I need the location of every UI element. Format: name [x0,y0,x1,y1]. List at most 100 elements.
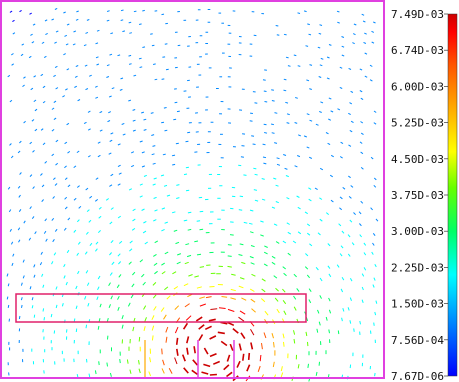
field-arrow [185,189,190,192]
field-arrow [120,77,124,80]
field-arrow [196,286,202,289]
field-arrow [175,142,179,145]
field-arrow [370,207,373,211]
field-arrow [67,150,71,154]
field-arrow [282,300,287,305]
field-arrow [184,303,190,308]
field-arrow [212,360,221,365]
field-arrow [143,174,147,177]
field-arrow [226,371,233,378]
field-arrow [142,281,146,286]
field-arrow [67,217,71,221]
field-arrow [29,12,32,15]
field-arrow [263,263,268,267]
field-arrow [120,19,124,21]
field-arrow [283,154,287,156]
field-arrow [33,264,36,268]
field-arrow [63,263,66,268]
field-arrow [276,157,280,160]
field-arrow [45,238,48,242]
field-arrow [183,173,188,176]
field-arrow [275,25,279,27]
field-arrow [120,9,124,12]
field-arrow [325,212,330,215]
field-arrow [61,303,64,307]
field-arrow [9,228,12,232]
field-arrow [282,240,287,244]
field-arrow [74,85,78,88]
field-arrow [94,199,99,202]
field-arrow [283,78,287,81]
field-arrow [77,99,81,102]
field-arrow [54,65,58,69]
field-arrow [252,143,256,145]
field-arrow [149,357,152,363]
field-arrow [263,251,268,255]
field-arrow [148,371,152,377]
field-arrow [161,207,166,210]
field-arrow [18,194,21,198]
field-arrow [274,142,278,144]
field-arrow [359,90,363,93]
field-arrow [41,41,45,44]
field-arrow [297,155,301,158]
field-arrow [30,33,33,36]
field-arrow [261,278,266,282]
field-arrow [109,252,112,256]
field-arrow [308,156,313,159]
field-arrow [153,306,157,311]
field-arrow [44,161,48,164]
field-arrow [341,45,345,48]
field-arrow [130,151,135,154]
field-arrow [360,200,364,204]
field-arrow [296,288,300,292]
field-arrow [336,10,340,13]
field-arrow [161,271,166,275]
field-arrow [66,122,70,126]
field-arrow [350,185,354,188]
field-arrow [161,348,163,355]
field-arrow [128,63,132,65]
field-arrow [85,88,89,91]
field-arrow [271,89,274,91]
field-arrow [29,286,32,290]
field-arrow [341,276,345,281]
field-arrow [51,107,55,110]
field-arrow [99,303,102,308]
field-arrow [128,99,132,102]
field-arrow [208,318,216,322]
field-arrow [105,198,109,201]
field-arrow [363,242,367,246]
field-arrow [73,229,77,233]
field-arrow [83,44,87,47]
field-arrow [361,13,365,16]
field-arrow [282,288,286,293]
field-arrow [359,68,363,71]
field-arrow [20,53,24,57]
field-arrow [260,220,264,223]
field-arrow [297,206,301,210]
field-arrow [325,132,329,135]
field-arrow [370,156,374,160]
field-arrow [12,253,15,257]
field-arrow [21,43,25,46]
field-arrow [318,76,322,78]
field-arrow [143,326,146,332]
field-arrow [319,277,323,282]
field-arrow [143,129,147,131]
field-arrow [263,90,267,92]
field-arrow [21,304,23,309]
field-arrow [308,288,312,292]
field-arrow [286,197,290,200]
field-arrow [138,360,140,365]
field-arrow [150,112,154,114]
field-arrow [18,239,21,243]
field-arrow [276,34,280,36]
field-arrow [109,221,113,225]
field-arrow [254,199,259,202]
field-arrow [201,371,209,375]
field-arrow [362,20,366,23]
field-arrow [307,23,310,26]
field-arrow [18,315,21,320]
field-arrow [336,264,340,268]
